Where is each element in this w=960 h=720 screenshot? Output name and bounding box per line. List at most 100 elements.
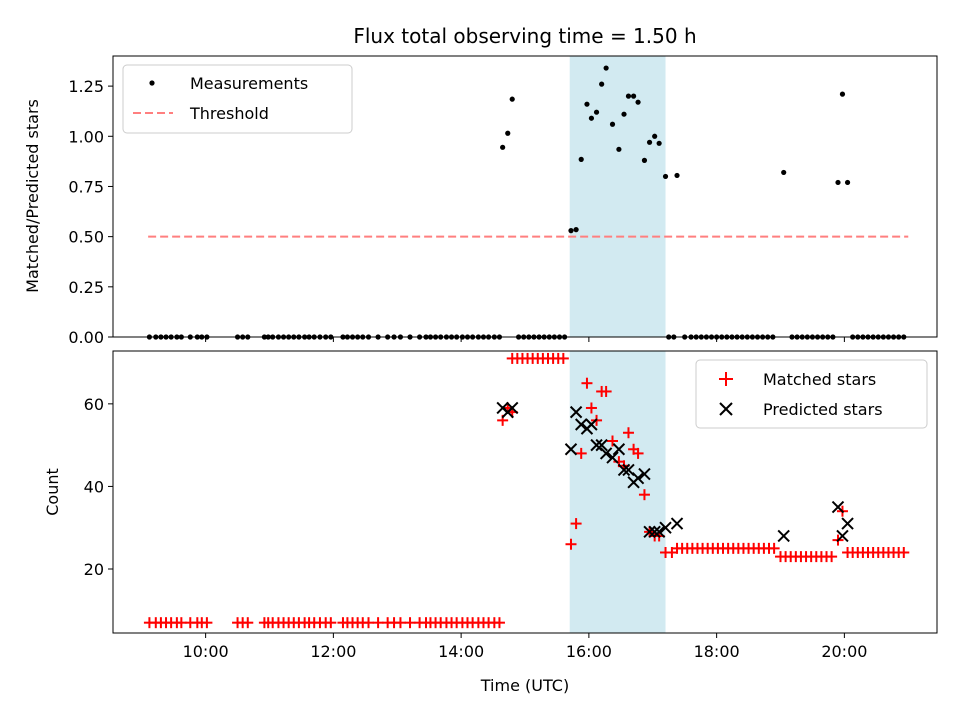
matched-star-point [632, 447, 644, 459]
matched-star-point [898, 546, 910, 558]
predicted-star-point [617, 463, 631, 477]
predicted-star-point [606, 451, 619, 464]
ratio-panel-ytick-label: 0.50 [68, 228, 104, 247]
measurement-point [603, 65, 609, 71]
ratio-panel-ytick-label: 0.00 [68, 328, 104, 347]
measurement-point [500, 144, 506, 150]
count-panel-ylabel: Count [43, 468, 62, 516]
ratio-panel-ylabel: Matched/Predicted stars [23, 99, 42, 293]
matched-star-point [557, 352, 569, 364]
legend-measurements-label: Measurements [190, 74, 308, 93]
ratio-panel-ytick-label: 0.75 [68, 177, 104, 196]
matched-star-point [565, 538, 577, 550]
legend-matched-label: Matched stars [763, 370, 876, 389]
measurement-point [646, 139, 653, 145]
measurement-point [641, 157, 648, 163]
measurement-point [584, 101, 590, 107]
measurement-point [593, 109, 600, 115]
measurement-point [616, 146, 622, 152]
matched-star-point [607, 435, 619, 447]
count-panel-ytick-label: 60 [84, 395, 104, 414]
measurement-point [652, 133, 658, 139]
predicted-star-point [841, 517, 854, 530]
matched-star-point [404, 617, 416, 629]
predicted-star-point [836, 529, 849, 543]
matched-star-point [493, 617, 505, 629]
count-panel-ytick-label: 40 [84, 477, 104, 496]
ratio-panel-ytick-label: 1.00 [68, 127, 104, 146]
predicted-star-point [506, 401, 519, 415]
predicted-star-point [575, 418, 588, 431]
predicted-star-point [652, 525, 666, 539]
predicted-star-point [595, 438, 608, 452]
count-panel-ytick-label: 20 [84, 560, 104, 579]
predicted-star-point [648, 525, 661, 539]
measurement-point [839, 91, 846, 97]
predicted-star-point [831, 500, 845, 514]
predicted-star-point [670, 517, 684, 530]
measurement-point [609, 121, 616, 127]
ratio-panel: 0.00 0.25 0.50 0.75 1.00 1.25 Matched/Predict… [23, 55, 938, 347]
matched-star-point [570, 518, 582, 530]
measurement-point [573, 227, 579, 233]
predicted-star-point [599, 447, 613, 460]
measurement-point [662, 173, 669, 180]
x-tick-label: 14:00 [438, 642, 484, 661]
measurement-point [635, 99, 641, 105]
ratio-panel-highlight [569, 56, 666, 337]
predicted-star-point [643, 525, 656, 539]
matched-star-point [372, 617, 384, 629]
ratio-panel-frame [112, 55, 938, 338]
legend-threshold-label: Threshold [189, 104, 269, 123]
matched-star-point [363, 617, 375, 629]
predicted-star-point [631, 471, 645, 485]
x-tick-label: 20:00 [821, 642, 867, 661]
measurement-point [674, 172, 680, 179]
ratio-panel-legend: Measurements Threshold [122, 64, 353, 134]
measurement-point [588, 115, 595, 121]
measurement-point [568, 228, 574, 234]
measurement-point [781, 169, 787, 176]
measurement-point [621, 111, 627, 117]
ratio-panel-ytick-label: 0.25 [68, 278, 104, 297]
matched-star-point [638, 489, 650, 501]
matched-star-point [826, 551, 838, 563]
matched-star-point [325, 617, 337, 629]
measurement-point [578, 156, 584, 162]
ratio-panel-ytick-label: 1.25 [68, 77, 104, 96]
predicted-star-point [564, 443, 578, 456]
matched-star-point [575, 447, 587, 459]
x-tick-label: 18:00 [694, 642, 740, 661]
predicted-star-point [659, 521, 672, 534]
legend-measurements-marker [149, 80, 155, 86]
predicted-star-point [777, 529, 790, 543]
measurement-point [630, 93, 637, 99]
matched-star-point [600, 385, 612, 397]
count-panel: 20 40 60 10:00 12:00 14:00 16:00 18:00 20:00 Co… [43, 350, 938, 695]
measurement-point [505, 130, 511, 136]
x-tick-label: 10:00 [183, 642, 229, 661]
predicted-star-point [612, 443, 626, 456]
predicted-star-point [585, 418, 598, 431]
measurement-point [625, 93, 632, 99]
x-axis-label: Time (UTC) [480, 676, 569, 695]
measurement-point [599, 81, 605, 87]
count-panel-frame [112, 350, 938, 634]
matched-star-point [201, 617, 213, 629]
legend-predicted-label: Predicted stars [763, 400, 883, 419]
measurement-point [835, 179, 841, 186]
x-tick-label: 12:00 [310, 642, 356, 661]
matched-star-point [585, 402, 597, 414]
count-panel-highlight [569, 351, 666, 633]
predicted-star-point [638, 467, 651, 481]
matched-star-point [581, 377, 593, 389]
matched-star-point [768, 542, 780, 554]
x-tick-label: 16:00 [566, 642, 612, 661]
legend-matched-marker [719, 372, 733, 386]
chart-title: Flux total observing time = 1.50 h [353, 24, 696, 48]
measurement-point [509, 96, 515, 102]
legend-predicted-marker [719, 402, 733, 416]
matched-star-point [622, 427, 634, 439]
predicted-star-point [569, 405, 583, 419]
